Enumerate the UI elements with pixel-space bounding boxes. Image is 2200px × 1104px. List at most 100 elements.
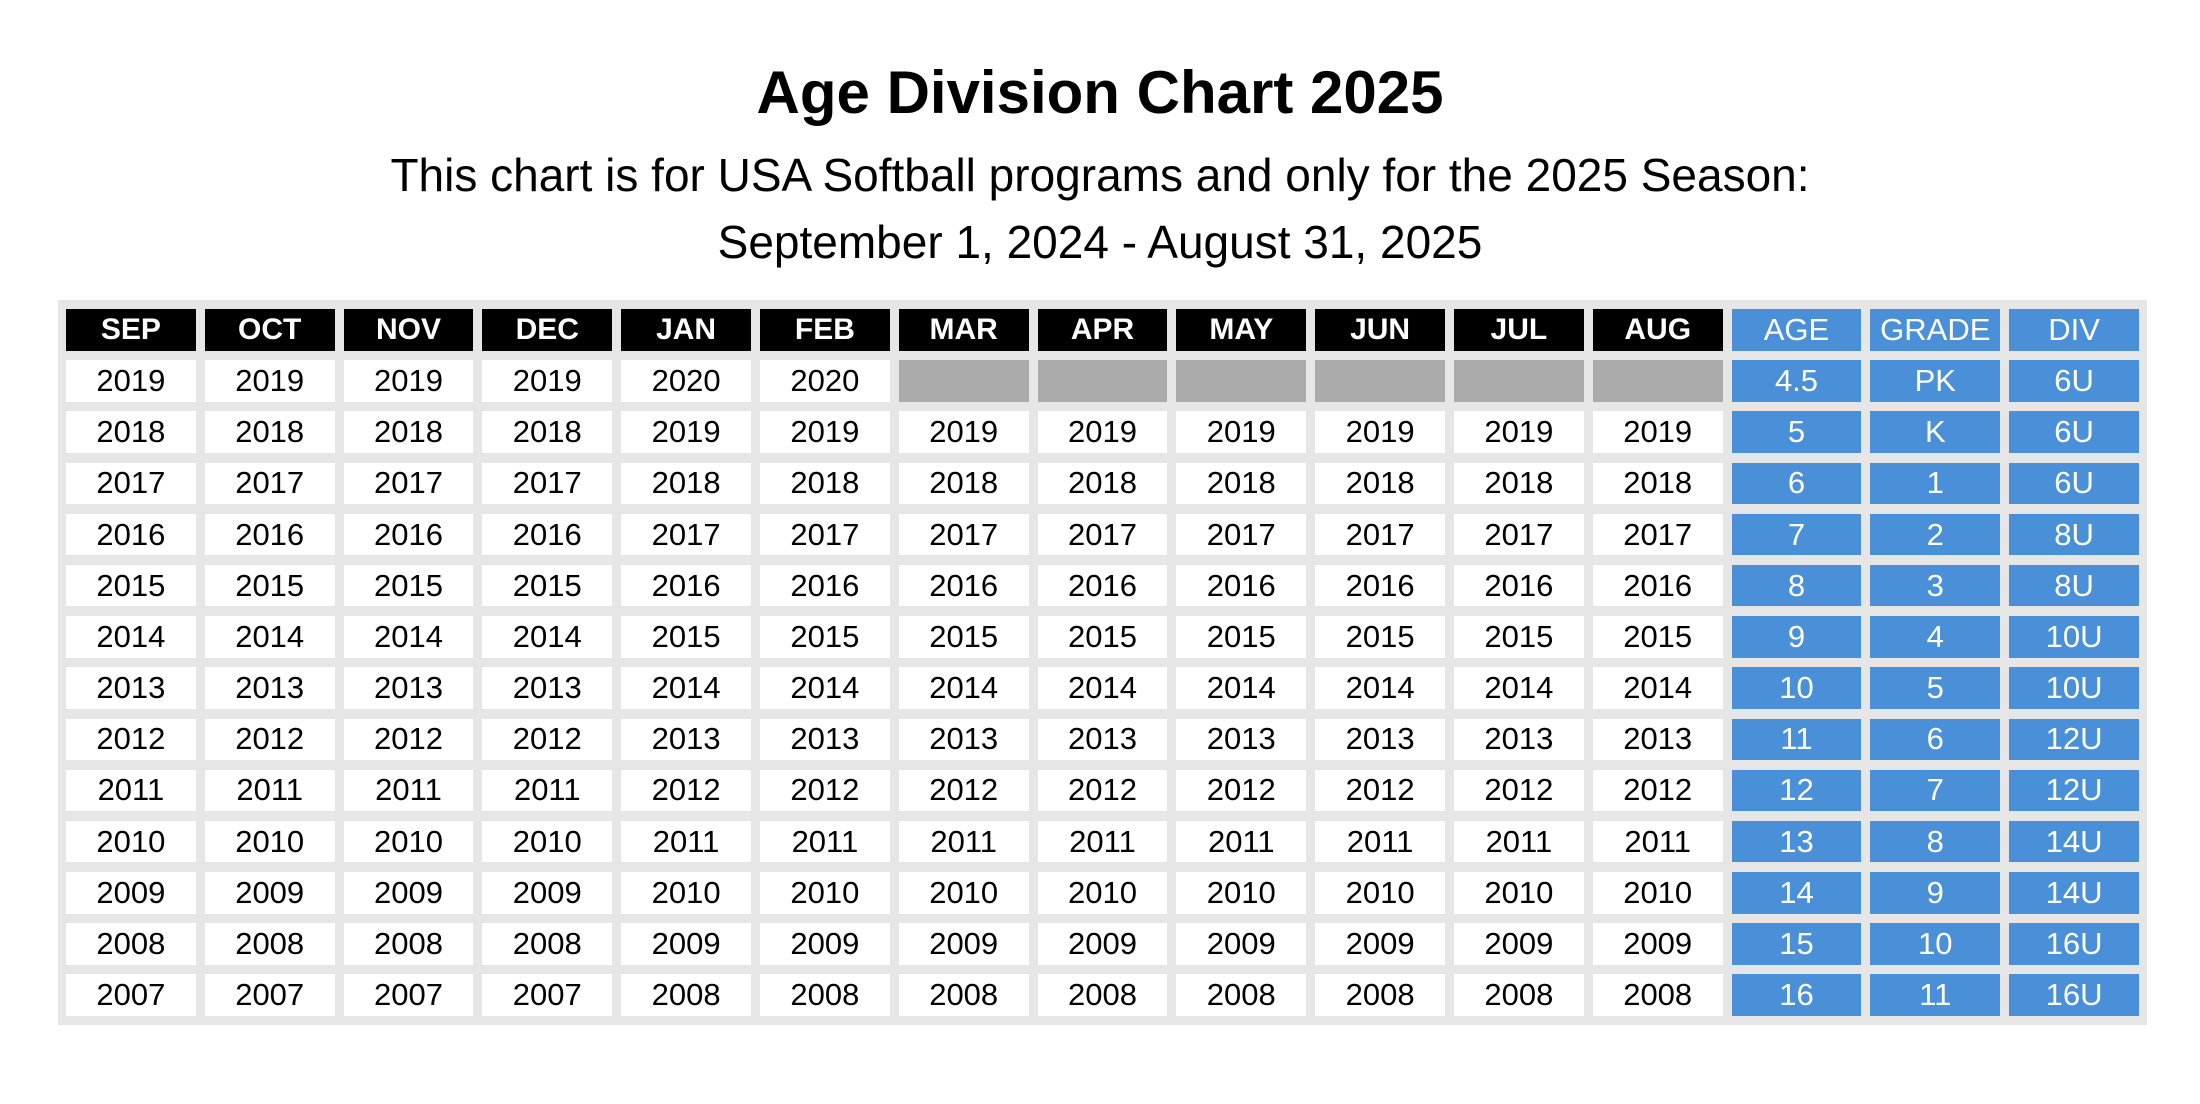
cell: 2019 [760, 411, 890, 453]
season-dates: September 1, 2024 - August 31, 2025 [717, 216, 1483, 268]
cell: 2017 [66, 462, 196, 505]
cell: 2010 [1315, 872, 1445, 914]
cell: 16 [1731, 974, 1862, 1016]
cell: 6U [2009, 411, 2139, 453]
cell: 2008 [66, 923, 196, 965]
cell: 2014 [1592, 667, 1723, 709]
cell: 2018 [898, 462, 1029, 505]
cell: 8 [1870, 820, 2001, 863]
cell: 2019 [1592, 411, 1723, 453]
cell: 2008 [898, 974, 1029, 1016]
cell: 2016 [1454, 564, 1584, 607]
cell: 2011 [1592, 820, 1723, 863]
cell: 2014 [1037, 667, 1168, 709]
cell: 2010 [66, 820, 196, 863]
cell: 14U [2009, 872, 2139, 914]
cell: 2009 [621, 923, 751, 965]
cell: 2009 [898, 923, 1029, 965]
cell: 2015 [482, 564, 613, 607]
cell: 2008 [1176, 974, 1307, 1016]
cell: 2014 [482, 616, 613, 658]
cell: 2016 [343, 513, 474, 556]
cell: 16U [2009, 923, 2139, 965]
cell: 2010 [482, 820, 613, 863]
cell: 2008 [343, 923, 474, 965]
cell: 2011 [343, 769, 474, 812]
cell: 6U [2009, 360, 2139, 402]
cell: 2015 [1454, 616, 1584, 658]
column-header: AGE [1731, 309, 1862, 351]
cell: 2009 [1592, 923, 1723, 965]
column-header: GRADE [1870, 309, 2001, 351]
cell: 8U [2009, 513, 2139, 556]
empty-cell [1592, 360, 1723, 402]
cell: 2 [1870, 513, 2001, 556]
cell: 2013 [1037, 718, 1168, 760]
cell: 2012 [1176, 769, 1307, 812]
cell: 2019 [1454, 411, 1584, 453]
empty-cell [1037, 360, 1168, 402]
cell: 2011 [482, 769, 613, 812]
cell: 2013 [66, 667, 196, 709]
column-header: APR [1037, 309, 1168, 351]
cell: 2012 [760, 769, 890, 812]
cell: 2012 [1454, 769, 1584, 812]
cell: 2009 [204, 872, 335, 914]
cell: 8 [1731, 564, 1862, 607]
cell: 2015 [66, 564, 196, 607]
cell: 2014 [343, 616, 474, 658]
cell: 2019 [1176, 411, 1307, 453]
cell: 15 [1731, 923, 1862, 965]
cell: 2012 [482, 718, 613, 760]
cell: PK [1870, 360, 2001, 402]
cell: 6 [1870, 718, 2001, 760]
cell: 2019 [204, 360, 335, 402]
cell: 2007 [66, 974, 196, 1016]
cell: 2010 [1592, 872, 1723, 914]
cell: 2014 [760, 667, 890, 709]
cell: 2007 [482, 974, 613, 1016]
cell: 2008 [204, 923, 335, 965]
cell: 2015 [621, 616, 751, 658]
cell: 2009 [1315, 923, 1445, 965]
cell: 2018 [621, 462, 751, 505]
cell: 2013 [898, 718, 1029, 760]
column-header: SEP [66, 309, 196, 351]
cell: 2018 [1592, 462, 1723, 505]
cell: 2019 [343, 360, 474, 402]
cell: 2008 [1454, 974, 1584, 1016]
subtitle: This chart is for USA Softball programs … [390, 149, 1810, 201]
cell: 2019 [66, 360, 196, 402]
cell: 2012 [204, 718, 335, 760]
column-header: DIV [2009, 309, 2139, 351]
column-header: FEB [760, 309, 890, 351]
cell: 2018 [66, 411, 196, 453]
cell: 2010 [760, 872, 890, 914]
cell: 2013 [1315, 718, 1445, 760]
cell: 2016 [760, 564, 890, 607]
cell: 2017 [1315, 513, 1445, 556]
cell: 2014 [1315, 667, 1445, 709]
cell: 2017 [898, 513, 1029, 556]
cell: 11 [1870, 974, 2001, 1016]
title: Age Division Chart 2025 [756, 59, 1444, 126]
cell: 2016 [898, 564, 1029, 607]
cell: 2009 [343, 872, 474, 914]
cell: 14U [2009, 820, 2139, 863]
cell: 12U [2009, 718, 2139, 760]
cell: 2010 [1037, 872, 1168, 914]
cell: 2007 [204, 974, 335, 1016]
column-header: JAN [621, 309, 751, 351]
cell: 2008 [1315, 974, 1445, 1016]
cell: 2012 [898, 769, 1029, 812]
cell: 2011 [204, 769, 335, 812]
cell: 4 [1870, 616, 2001, 658]
cell: 2010 [898, 872, 1029, 914]
empty-cell [898, 360, 1029, 402]
cell: 2017 [482, 462, 613, 505]
cell: 10U [2009, 667, 2139, 709]
cell: 2015 [343, 564, 474, 607]
cell: 2008 [760, 974, 890, 1016]
cell: 13 [1731, 820, 1862, 863]
cell: 2011 [1315, 820, 1445, 863]
